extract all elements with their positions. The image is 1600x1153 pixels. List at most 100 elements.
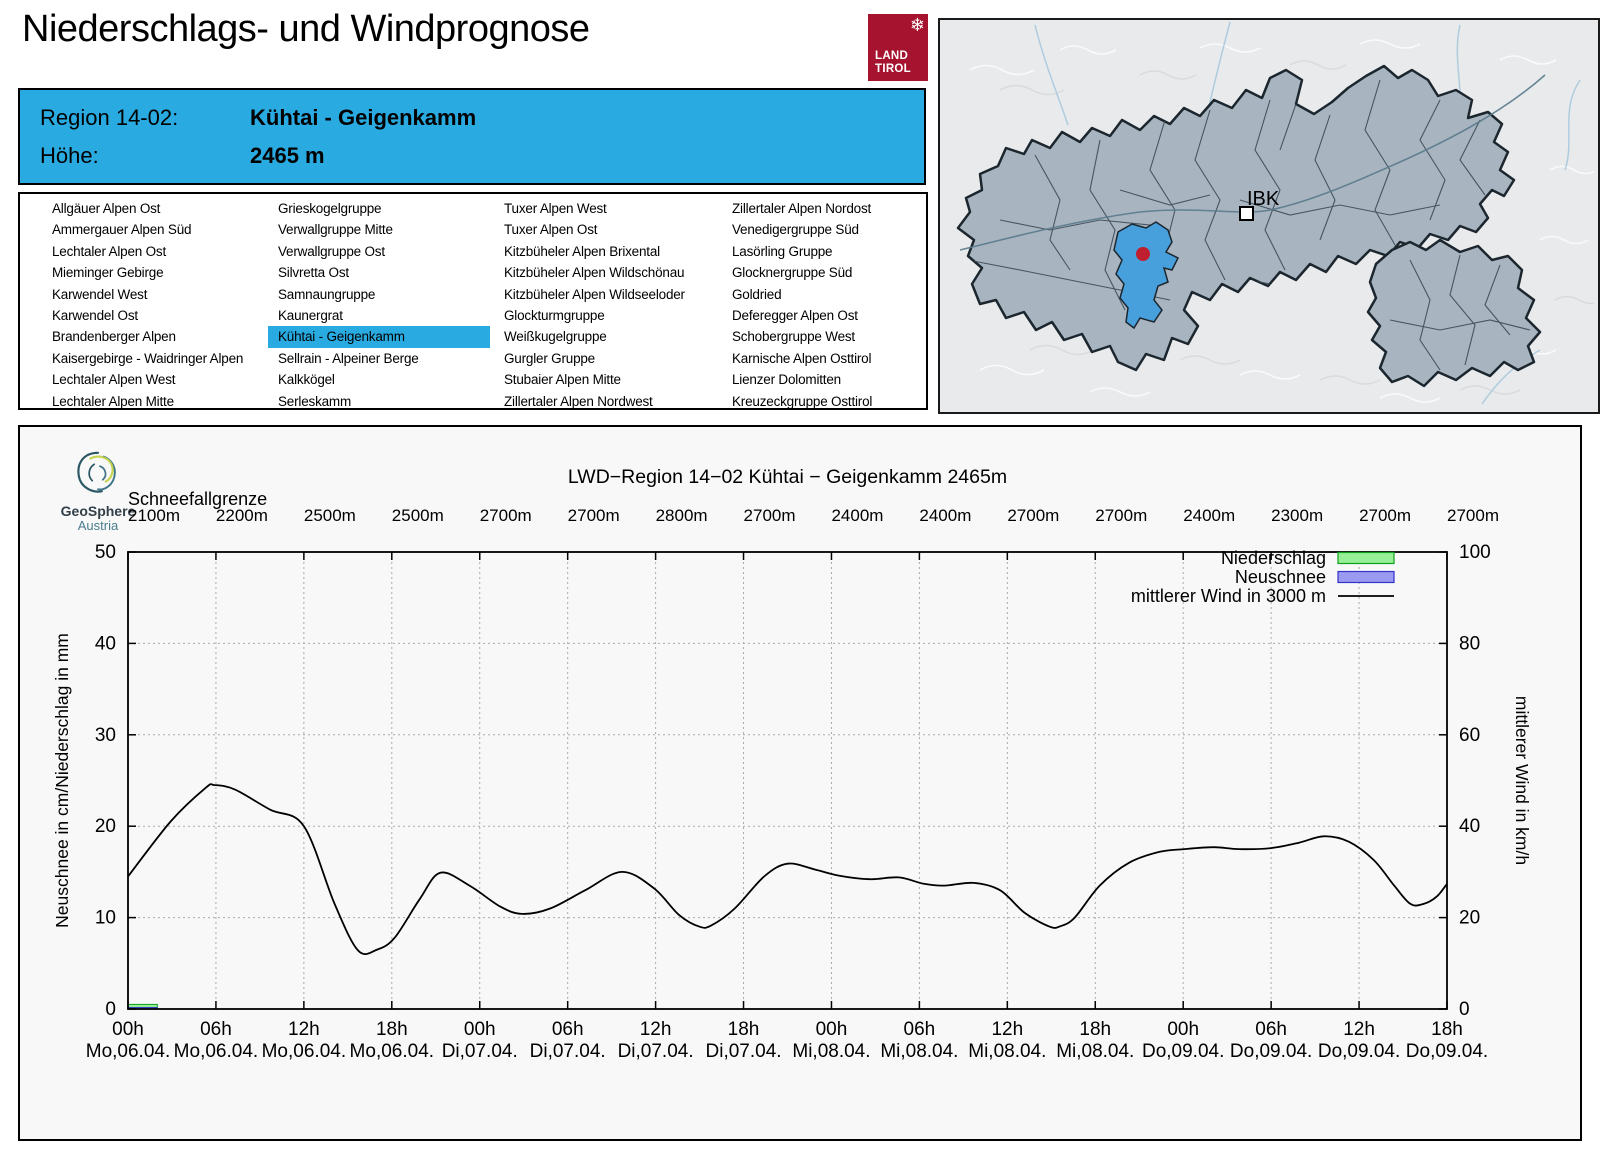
region-list-item[interactable]: Allgäuer Alpen Ost — [52, 201, 161, 216]
snowline-value: 2700m — [568, 506, 620, 525]
region-list-item[interactable]: Mieminger Gebirge — [52, 265, 164, 281]
region-list-item[interactable]: Glocknergruppe Süd — [732, 265, 853, 281]
region-list-item[interactable]: Glockturmgruppe — [504, 307, 605, 323]
x-tick-date-label: Mi,08.04. — [968, 1041, 1046, 1062]
x-tick-hour-label: 18h — [728, 1019, 760, 1040]
region-list-item[interactable]: Kaisergebirge - Waidringer Alpen — [52, 350, 244, 366]
region-list-item[interactable]: Kitzbüheler Alpen Brixental — [504, 243, 660, 259]
region-list-item[interactable]: Goldried — [732, 286, 782, 302]
region-list-item[interactable]: Samnaungruppe — [278, 286, 376, 302]
geosphere-logo: GeoSphere Austria — [46, 447, 150, 533]
region-label: Region 14-02: — [40, 105, 179, 130]
x-tick-date-label: Di,07.04. — [618, 1041, 694, 1062]
snowline-value: 2200m — [216, 506, 268, 525]
region-list-item[interactable]: Verwallgruppe Mitte — [278, 222, 393, 238]
geosphere-name: GeoSphere — [60, 503, 136, 519]
x-tick-date-label: Di,07.04. — [706, 1041, 782, 1062]
region-list-item[interactable]: Brandenberger Alpen — [52, 329, 176, 345]
map-east-tirol — [1366, 238, 1542, 388]
tirol-map-svg: IBK — [940, 20, 1594, 408]
region-list-item[interactable]: Stubaier Alpen Mitte — [504, 372, 621, 388]
forecast-chart: LWD−Region 14−02 Kühtai − Geigenkamm 246… — [52, 466, 1532, 1062]
region-list-item[interactable]: Sellrain - Alpeiner Berge — [278, 350, 419, 366]
region-list-item[interactable]: Karwendel West — [52, 286, 148, 302]
y-tick-label-left: 0 — [105, 999, 116, 1020]
region-info-box: Region 14-02: Kühtai - Geigenkamm Höhe: 24… — [18, 88, 926, 185]
map-ibk-marker — [1239, 206, 1254, 221]
x-tick-hour-label: 12h — [991, 1019, 1023, 1040]
region-list-item[interactable]: Zillertaler Alpen Nordost — [732, 201, 872, 216]
x-tick-hour-label: 12h — [1343, 1019, 1375, 1040]
y-tick-label-right: 100 — [1459, 542, 1491, 563]
snowline-value: 2400m — [919, 506, 971, 525]
region-list-item[interactable]: Karwendel Ost — [52, 307, 138, 323]
x-tick-date-label: Di,07.04. — [530, 1041, 606, 1062]
altitude-value: 2465 m — [250, 143, 325, 168]
x-tick-hour-label: 18h — [1079, 1019, 1111, 1040]
legend-label: Neuschnee — [1235, 567, 1326, 587]
region-list-item[interactable]: Serleskamm — [278, 393, 352, 409]
region-list-item[interactable]: Schobergruppe West — [732, 329, 855, 345]
snowflake-icon: ❄ — [909, 15, 925, 35]
region-list-item[interactable]: Verwallgruppe Ost — [278, 243, 385, 259]
y-tick-label-left: 40 — [95, 633, 116, 654]
x-tick-date-label: Do,09.04. — [1406, 1041, 1488, 1062]
tirol-map: IBK — [938, 18, 1600, 414]
snowline-value: 2300m — [1271, 506, 1323, 525]
y-tick-label-left: 10 — [95, 908, 116, 929]
region-list: Allgäuer Alpen Ost Ammergauer Alpen Süd Le… — [18, 192, 928, 410]
legend-swatch-niederschlag — [1337, 551, 1395, 565]
snowline-value: 2400m — [1183, 506, 1235, 525]
x-tick-hour-label: 18h — [376, 1019, 408, 1040]
x-tick-hour-label: 18h — [1431, 1019, 1463, 1040]
region-list-item[interactable]: Kitzbüheler Alpen Wildschönau — [504, 265, 685, 281]
legend-label: Niederschlag — [1221, 548, 1326, 568]
x-tick-date-label: Do,09.04. — [1318, 1041, 1400, 1062]
region-list-item[interactable]: Karnische Alpen Osttirol — [732, 350, 872, 366]
region-list-item[interactable]: Kaunergrat — [278, 307, 343, 323]
region-list-item[interactable]: Lechtaler Alpen Mitte — [52, 393, 174, 409]
x-tick-date-label: Do,09.04. — [1230, 1041, 1312, 1062]
wind-line — [127, 783, 1448, 956]
map-north-tirol — [956, 64, 1516, 372]
region-list-item[interactable]: Lienzer Dolomitten — [732, 372, 841, 388]
land-tirol-logo-text: LAND TIROL — [875, 50, 911, 76]
region-list-item[interactable]: Kalkkögel — [278, 372, 335, 388]
y-tick-label-right: 0 — [1459, 999, 1470, 1020]
region-list-item[interactable]: Lechtaler Alpen West — [52, 372, 176, 388]
x-tick-hour-label: 06h — [552, 1019, 584, 1040]
region-list-item[interactable]: Lechtaler Alpen Ost — [52, 243, 167, 259]
x-tick-date-label: Di,07.04. — [442, 1041, 518, 1062]
map-rivers-light — [1034, 21, 1581, 405]
region-list-item[interactable]: Weißkugelgruppe — [504, 329, 607, 345]
region-list-item[interactable]: Tuxer Alpen West — [504, 201, 607, 216]
region-list-item[interactable]: Deferegger Alpen Ost — [732, 307, 858, 323]
x-tick-date-label: Mo,06.04. — [262, 1041, 347, 1062]
y-tick-label-left: 20 — [95, 816, 116, 837]
logo-line1: LAND — [875, 50, 909, 62]
region-list-item[interactable]: Ammergauer Alpen Süd — [52, 222, 192, 238]
snowline-value: 2400m — [831, 506, 883, 525]
snowline-value: 2500m — [392, 506, 444, 525]
x-tick-date-label: Mo,06.04. — [174, 1041, 259, 1062]
x-tick-hour-label: 00h — [816, 1019, 848, 1040]
y-axis-label-left: Neuschnee in cm/Niederschlag in mm — [52, 633, 72, 928]
snowline-value: 2700m — [1359, 506, 1411, 525]
region-list-item[interactable]: Kitzbüheler Alpen Wildseeloder — [504, 286, 685, 302]
logo-line2: TIROL — [875, 63, 911, 75]
y-tick-label-right: 20 — [1459, 908, 1480, 929]
snowline-value: 2500m — [304, 506, 356, 525]
region-list-item[interactable]: Gurgler Gruppe — [504, 350, 595, 366]
region-list-item[interactable]: Venedigergruppe Süd — [732, 222, 859, 238]
x-tick-hour-label: 12h — [288, 1019, 320, 1040]
map-ibk-label: IBK — [1247, 188, 1280, 210]
region-list-item[interactable]: Silvretta Ost — [278, 265, 349, 281]
region-list-item[interactable]: Zillertaler Alpen Nordwest — [504, 393, 653, 409]
x-tick-hour-label: 06h — [904, 1019, 936, 1040]
x-tick-date-label: Mi,08.04. — [792, 1041, 870, 1062]
region-list-item-selected[interactable]: Kühtai - Geigenkamm — [268, 326, 490, 348]
region-list-item[interactable]: Lasörling Gruppe — [732, 243, 833, 259]
region-list-item[interactable]: Kreuzeckgruppe Osttirol — [732, 393, 873, 409]
region-list-item[interactable]: Tuxer Alpen Ost — [504, 222, 598, 238]
region-list-item[interactable]: Grieskogelgruppe — [278, 201, 382, 216]
